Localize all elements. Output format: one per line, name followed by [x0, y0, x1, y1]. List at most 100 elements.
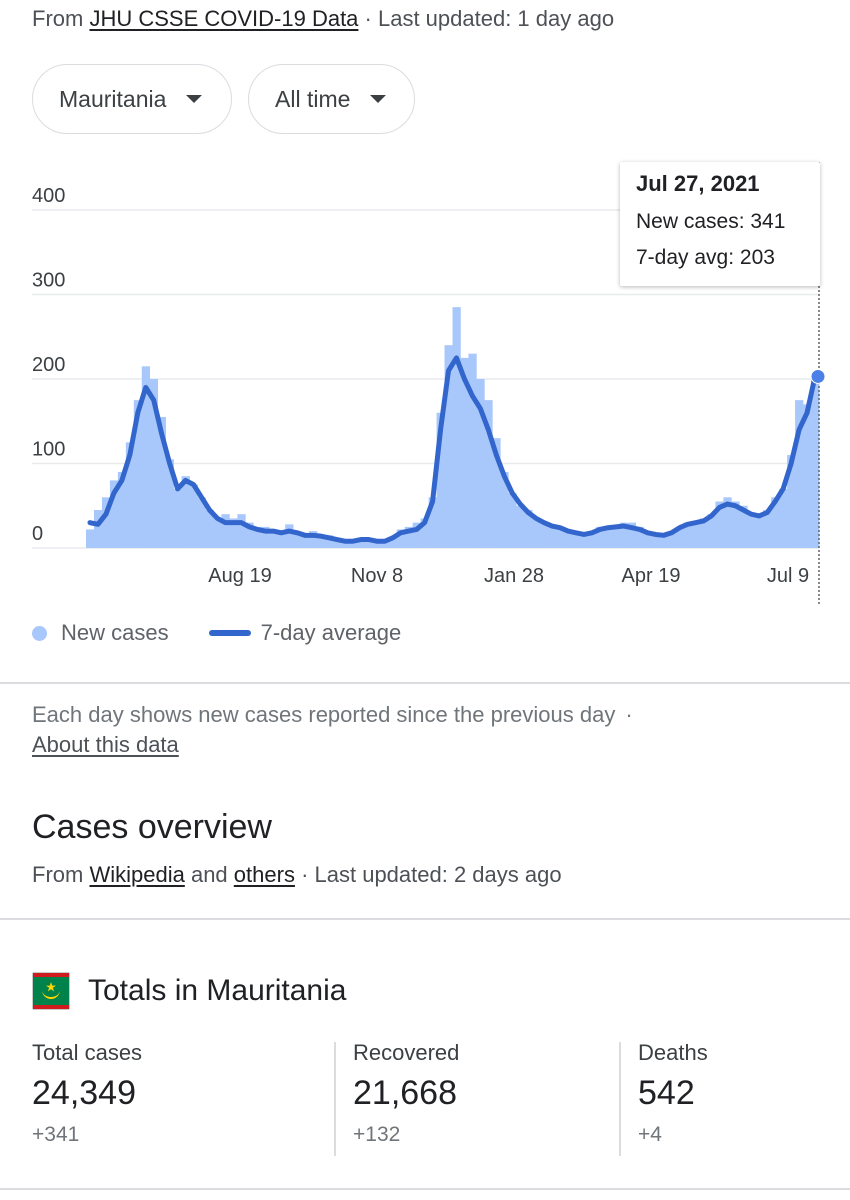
new-cases-bar	[396, 529, 405, 548]
section-divider	[0, 918, 850, 920]
new-cases-bar	[603, 526, 613, 549]
new-cases-bar	[301, 535, 310, 548]
cases-overview-title: Cases overview	[32, 808, 272, 846]
new-cases-bar	[245, 522, 254, 548]
new-cases-bar	[364, 539, 374, 548]
new-cases-bar	[500, 471, 509, 548]
new-cases-bar	[524, 509, 533, 548]
new-cases-bar	[635, 526, 645, 549]
new-cases-bar	[325, 535, 334, 548]
x-tick-label: Jan 28	[484, 565, 544, 587]
new-cases-bar	[277, 531, 286, 548]
totals-title: Totals in Mauritania	[88, 974, 347, 1007]
stat-label: Total cases	[32, 1040, 143, 1065]
hover-point	[810, 368, 826, 384]
new-cases-bar	[332, 537, 342, 548]
chart-legend: New cases 7-day average	[32, 620, 401, 646]
stat-value: 24,349	[32, 1074, 136, 1112]
new-cases-bar	[285, 524, 294, 548]
new-cases-bar	[691, 522, 700, 548]
new-cases-bar	[460, 357, 469, 549]
new-cases-bar	[205, 509, 214, 548]
new-cases-bar	[380, 541, 390, 548]
deaths-stat: Deaths 542 +4	[638, 1040, 708, 1158]
new-cases-bar	[261, 526, 270, 549]
new-cases-bar	[444, 345, 453, 548]
new-cases-bar	[117, 471, 127, 548]
new-cases-bar	[125, 442, 135, 549]
stat-delta: +4	[638, 1123, 662, 1146]
new-cases-legend-label: New cases	[61, 620, 169, 645]
x-tick-label: Aug 19	[208, 565, 271, 587]
new-cases-bar	[269, 529, 278, 548]
overview-src-and: and	[190, 862, 228, 887]
new-cases-bar	[707, 514, 716, 548]
new-cases-bar	[229, 518, 238, 548]
avg-legend-swatch	[208, 630, 251, 636]
new-cases-bar	[532, 518, 541, 548]
mauritania-flag-icon	[32, 972, 70, 1010]
new-cases-bar	[412, 522, 421, 548]
time-range-dropdown[interactable]: All time	[248, 64, 415, 134]
recovered-stat: Recovered 21,668 +132	[353, 1040, 459, 1158]
new-cases-chart[interactable]: 0 100 200 300 400 Aug 19 Nov 8 Jan 28 Apr 19 Jul…	[0, 150, 850, 620]
source-updated: · Last updated: 1 day ago	[364, 6, 615, 31]
stat-delta: +132	[353, 1123, 401, 1146]
new-cases-legend-swatch	[32, 625, 47, 641]
new-cases-bar	[508, 493, 517, 548]
y-tick-label: 400	[32, 185, 65, 207]
y-tick-label: 100	[32, 439, 65, 461]
new-cases-bar	[404, 526, 413, 549]
new-cases-bar	[611, 526, 621, 549]
new-cases-bar	[173, 488, 182, 548]
new-cases-bar	[516, 505, 525, 548]
new-cases-bar	[627, 522, 637, 548]
stat-separator	[334, 1042, 336, 1156]
jhu-data-link[interactable]: JHU CSSE COVID-19 Data	[89, 6, 359, 31]
caret-down-icon	[370, 95, 387, 103]
new-cases-bar	[181, 476, 190, 548]
about-data-link[interactable]: About this data	[32, 732, 179, 757]
country-dropdown[interactable]: Mauritania	[32, 64, 232, 134]
x-axis-ticks: Aug 19 Nov 8 Jan 28 Apr 19 Jul 9	[208, 565, 809, 587]
new-cases-bar	[213, 518, 222, 548]
new-cases-bar	[309, 531, 318, 548]
source-prefix: From	[32, 6, 84, 31]
y-axis-ticks: 0 100 200 300 400	[32, 185, 65, 545]
new-cases-bar	[86, 529, 95, 548]
new-cases-bar	[587, 531, 597, 548]
new-cases-bar	[572, 531, 581, 548]
new-cases-bar	[476, 379, 485, 548]
new-cases-bar	[579, 532, 589, 548]
new-cases-bar	[492, 438, 501, 548]
avg-legend-label: 7-day average	[260, 620, 402, 645]
new-cases-bar	[293, 532, 302, 548]
data-note-text: Each day shows new cases reported since …	[32, 702, 616, 727]
section-divider	[0, 1188, 850, 1190]
seven-day-average-line	[87, 355, 818, 544]
stat-separator	[619, 1042, 621, 1156]
new-cases-bar	[763, 509, 772, 548]
new-cases-bar	[484, 400, 493, 549]
new-cases-bar	[372, 539, 382, 548]
overview-source-line: From Wikipedia and others · Last updated…	[32, 862, 562, 888]
new-cases-bar	[189, 484, 198, 549]
new-cases-bar	[548, 526, 557, 549]
new-cases-bar	[787, 455, 796, 548]
stat-label: Recovered	[353, 1040, 460, 1065]
new-cases-bar	[221, 514, 230, 548]
new-cases-bar	[356, 537, 366, 548]
wikipedia-link[interactable]: Wikipedia	[89, 862, 185, 887]
overview-src-prefix: From	[32, 862, 84, 887]
new-cases-bar	[643, 531, 652, 548]
others-link[interactable]: others	[233, 862, 295, 887]
tooltip-avg: 7-day avg: 203	[636, 246, 775, 269]
new-cases-bar	[803, 404, 812, 548]
country-dropdown-label: Mauritania	[59, 85, 167, 112]
chart-tooltip: Jul 27, 2021 New cases: 341 7-day avg: 2…	[620, 162, 820, 286]
data-note: Each day shows new cases reported since …	[32, 700, 752, 760]
new-cases-bar	[141, 366, 151, 548]
new-cases-bar	[651, 532, 660, 548]
x-tick-label: Jul 9	[767, 565, 809, 587]
y-tick-label: 0	[32, 523, 43, 545]
